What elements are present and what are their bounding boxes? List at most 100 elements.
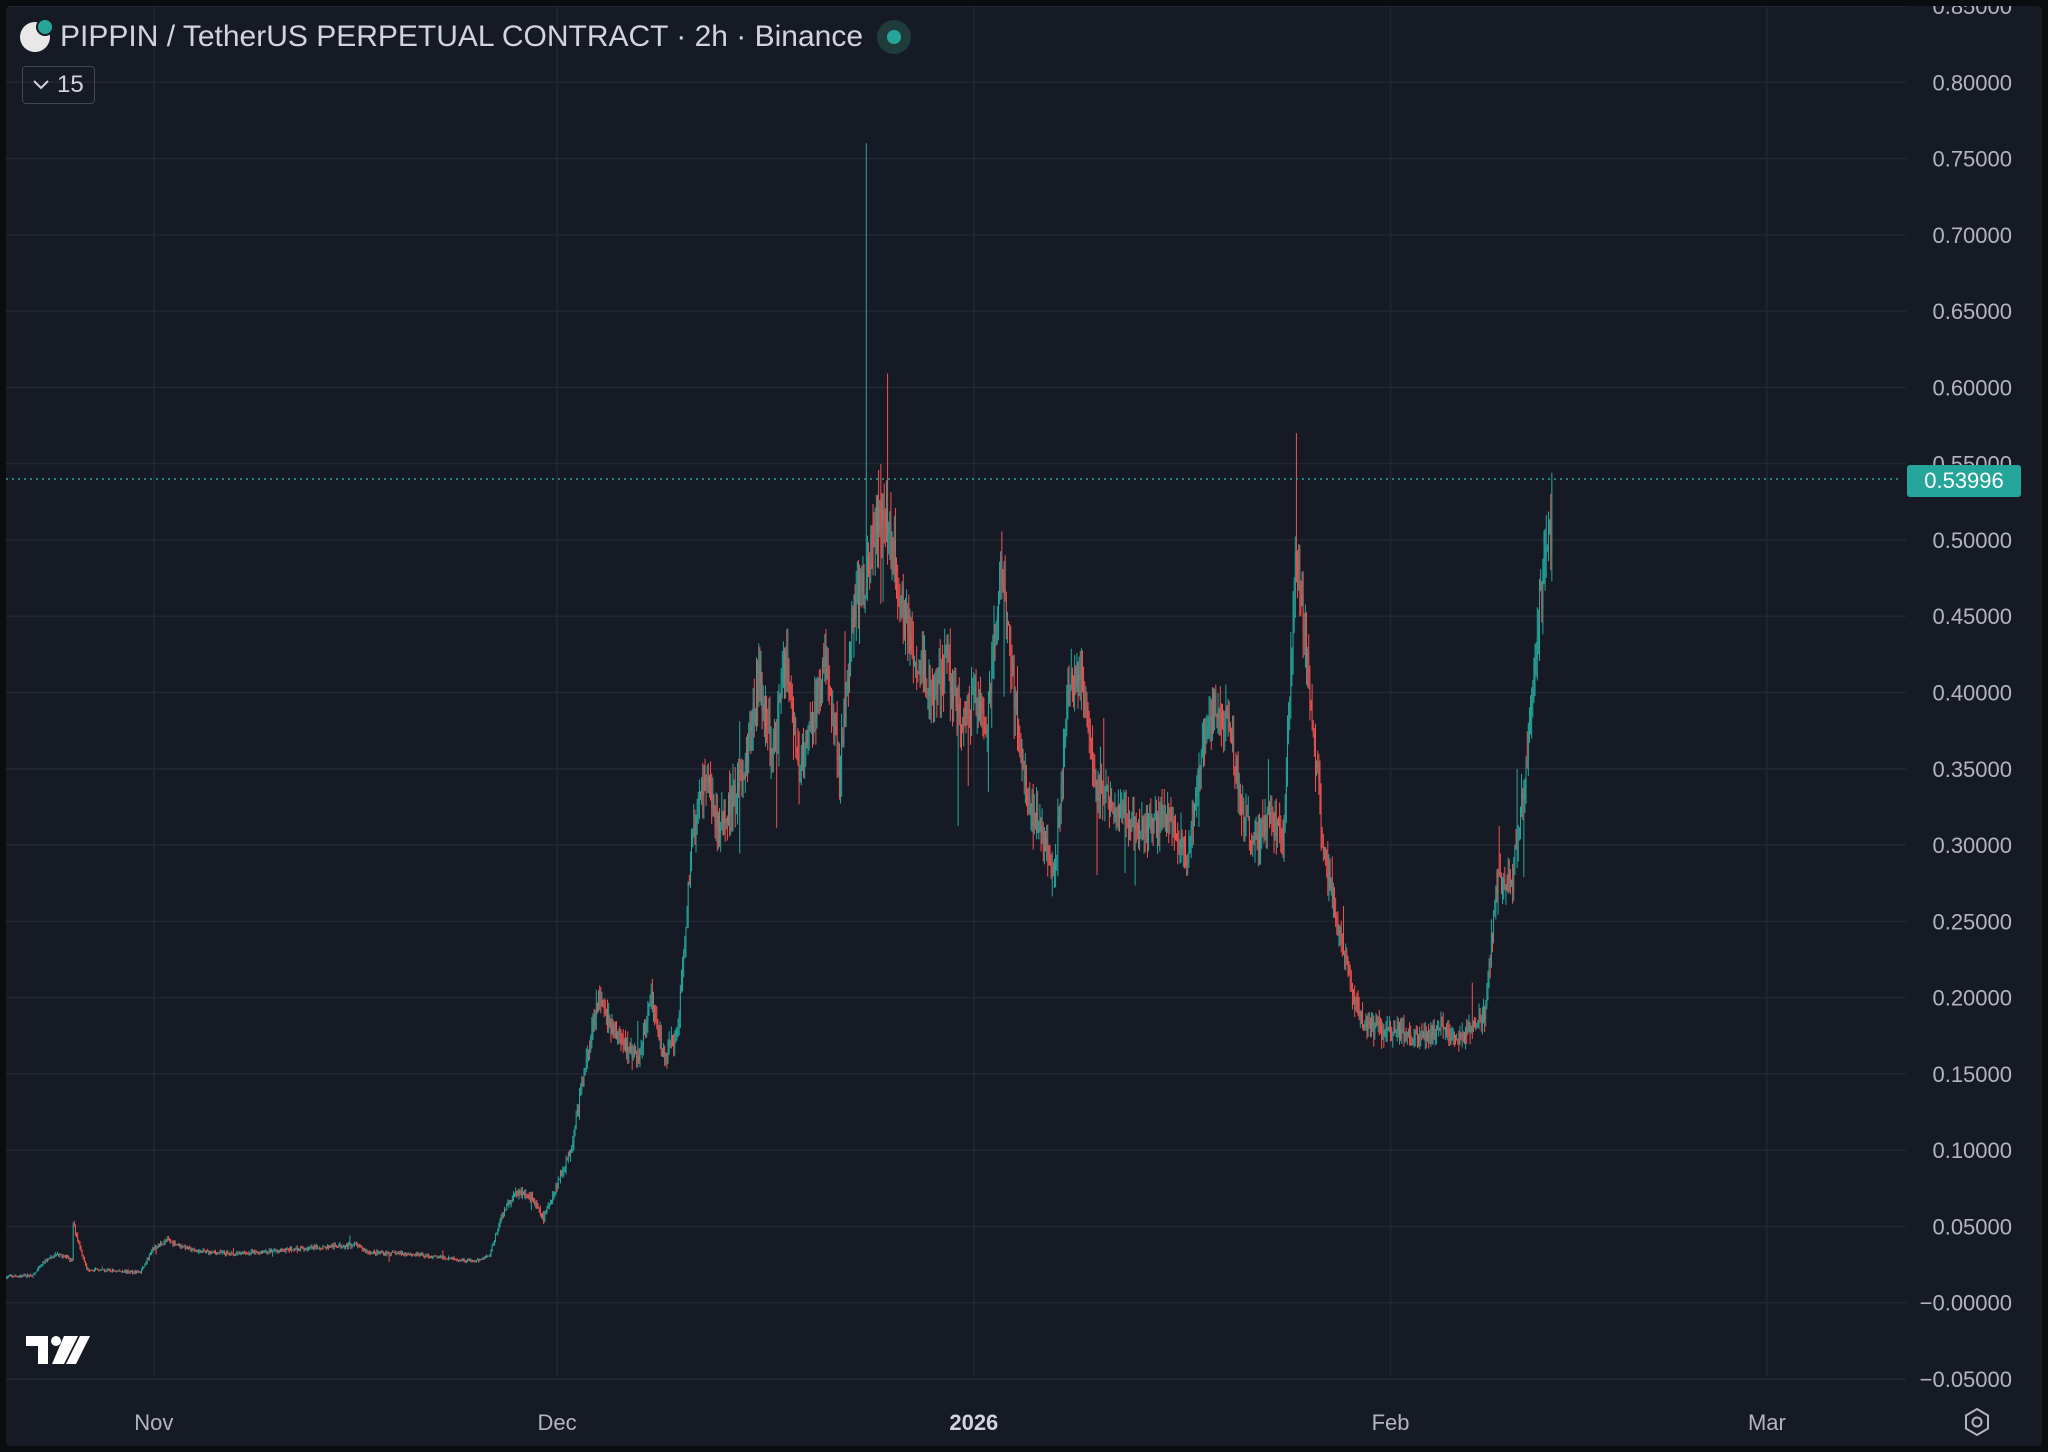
- candle: [500, 1214, 502, 1224]
- candle: [1341, 933, 1343, 957]
- market-open-dot-icon[interactable]: [877, 20, 912, 54]
- candle: [853, 594, 855, 658]
- candle: [1487, 971, 1489, 1001]
- candle: [626, 1037, 628, 1060]
- candle: [184, 1244, 186, 1251]
- candle: [667, 1039, 669, 1065]
- candle: [669, 1039, 671, 1049]
- candle: [73, 1220, 75, 1227]
- candle: [82, 1254, 84, 1260]
- candle: [782, 641, 784, 688]
- candle: [134, 1270, 136, 1275]
- candle: [189, 1245, 191, 1250]
- candle: [1261, 817, 1263, 849]
- candle: [845, 681, 847, 728]
- candle: [371, 1252, 373, 1255]
- candle: [715, 792, 717, 842]
- candle: [191, 1248, 193, 1253]
- candle: [980, 676, 982, 726]
- candle: [1398, 1021, 1400, 1045]
- candle: [478, 1258, 480, 1263]
- candle: [270, 1248, 272, 1253]
- candle: [898, 577, 900, 608]
- candle: [1407, 1028, 1409, 1038]
- candle: [132, 1269, 134, 1275]
- indicators-collapse-button[interactable]: 15: [22, 66, 95, 104]
- symbol-title[interactable]: PIPPIN / TetherUS PERPETUAL CONTRACT · 2…: [60, 20, 864, 53]
- candle: [874, 507, 876, 576]
- candle: [333, 1242, 335, 1250]
- price-tick-label: 0.30000: [1932, 833, 2012, 858]
- candle: [449, 1257, 451, 1260]
- candle: [1300, 580, 1302, 616]
- price-tick-label: 0.05000: [1932, 1214, 2012, 1239]
- candle: [674, 1030, 676, 1056]
- candle: [81, 1249, 83, 1257]
- candle: [1505, 884, 1507, 905]
- candle: [1186, 854, 1188, 877]
- candle: [456, 1258, 458, 1262]
- candle: [1284, 793, 1286, 833]
- candle: [389, 1252, 391, 1257]
- candle: [263, 1250, 265, 1253]
- candle: [1377, 1016, 1379, 1033]
- candle: [59, 1253, 61, 1258]
- candle: [435, 1255, 437, 1257]
- candle: [1059, 803, 1061, 833]
- candle: [487, 1255, 489, 1258]
- candle: [582, 1076, 584, 1087]
- candle: [574, 1125, 576, 1137]
- candle: [1506, 874, 1508, 892]
- candle: [241, 1251, 243, 1255]
- candle: [969, 709, 971, 745]
- candle: [893, 516, 895, 583]
- candle: [678, 1010, 680, 1036]
- candle: [1295, 433, 1297, 583]
- candle: [1534, 643, 1536, 697]
- candle: [833, 703, 835, 745]
- candle: [116, 1270, 118, 1273]
- candle: [234, 1254, 236, 1257]
- candle: [210, 1250, 212, 1255]
- candle: [716, 794, 718, 852]
- candle: [1210, 699, 1212, 750]
- candle: [99, 1269, 101, 1271]
- candle: [956, 687, 958, 736]
- candle: [978, 689, 980, 722]
- candle: [792, 696, 794, 761]
- candle: [529, 1192, 531, 1203]
- candle: [642, 1022, 644, 1056]
- candle: [1375, 1012, 1377, 1029]
- time-axis[interactable]: Nov Dec 2026 Feb Mar: [134, 1410, 1786, 1435]
- candle: [1222, 704, 1224, 730]
- candle: [22, 1274, 24, 1278]
- candle: [552, 1191, 554, 1205]
- candle: [250, 1248, 252, 1256]
- candle: [1018, 718, 1020, 753]
- candle: [880, 464, 882, 604]
- price-axis[interactable]: 0.85000 0.80000 0.75000 0.70000 0.65000 0.600…: [1920, 6, 2012, 1392]
- candlestick-chart[interactable]: 0.85000 0.80000 0.75000 0.70000 0.65000 0.600…: [6, 6, 2042, 1446]
- candle: [1185, 829, 1187, 868]
- candle: [677, 1018, 679, 1038]
- candle: [581, 1075, 583, 1095]
- candle: [203, 1248, 205, 1252]
- tradingview-logo-icon[interactable]: [26, 1336, 90, 1366]
- candle: [975, 668, 977, 717]
- settings-gear-icon[interactable]: [1962, 1407, 1992, 1437]
- candle: [426, 1254, 428, 1257]
- candle: [1023, 760, 1025, 795]
- candle: [1373, 1015, 1375, 1047]
- candle: [1197, 768, 1199, 807]
- candle: [358, 1244, 360, 1248]
- candle: [1195, 787, 1197, 811]
- candle: [1022, 748, 1024, 771]
- candle: [1397, 1018, 1399, 1038]
- candle: [875, 494, 877, 555]
- candle: [311, 1244, 313, 1250]
- candle: [1523, 780, 1525, 878]
- candle: [1085, 686, 1087, 718]
- candle: [1112, 801, 1114, 814]
- candle: [696, 798, 698, 835]
- candle: [1162, 804, 1164, 829]
